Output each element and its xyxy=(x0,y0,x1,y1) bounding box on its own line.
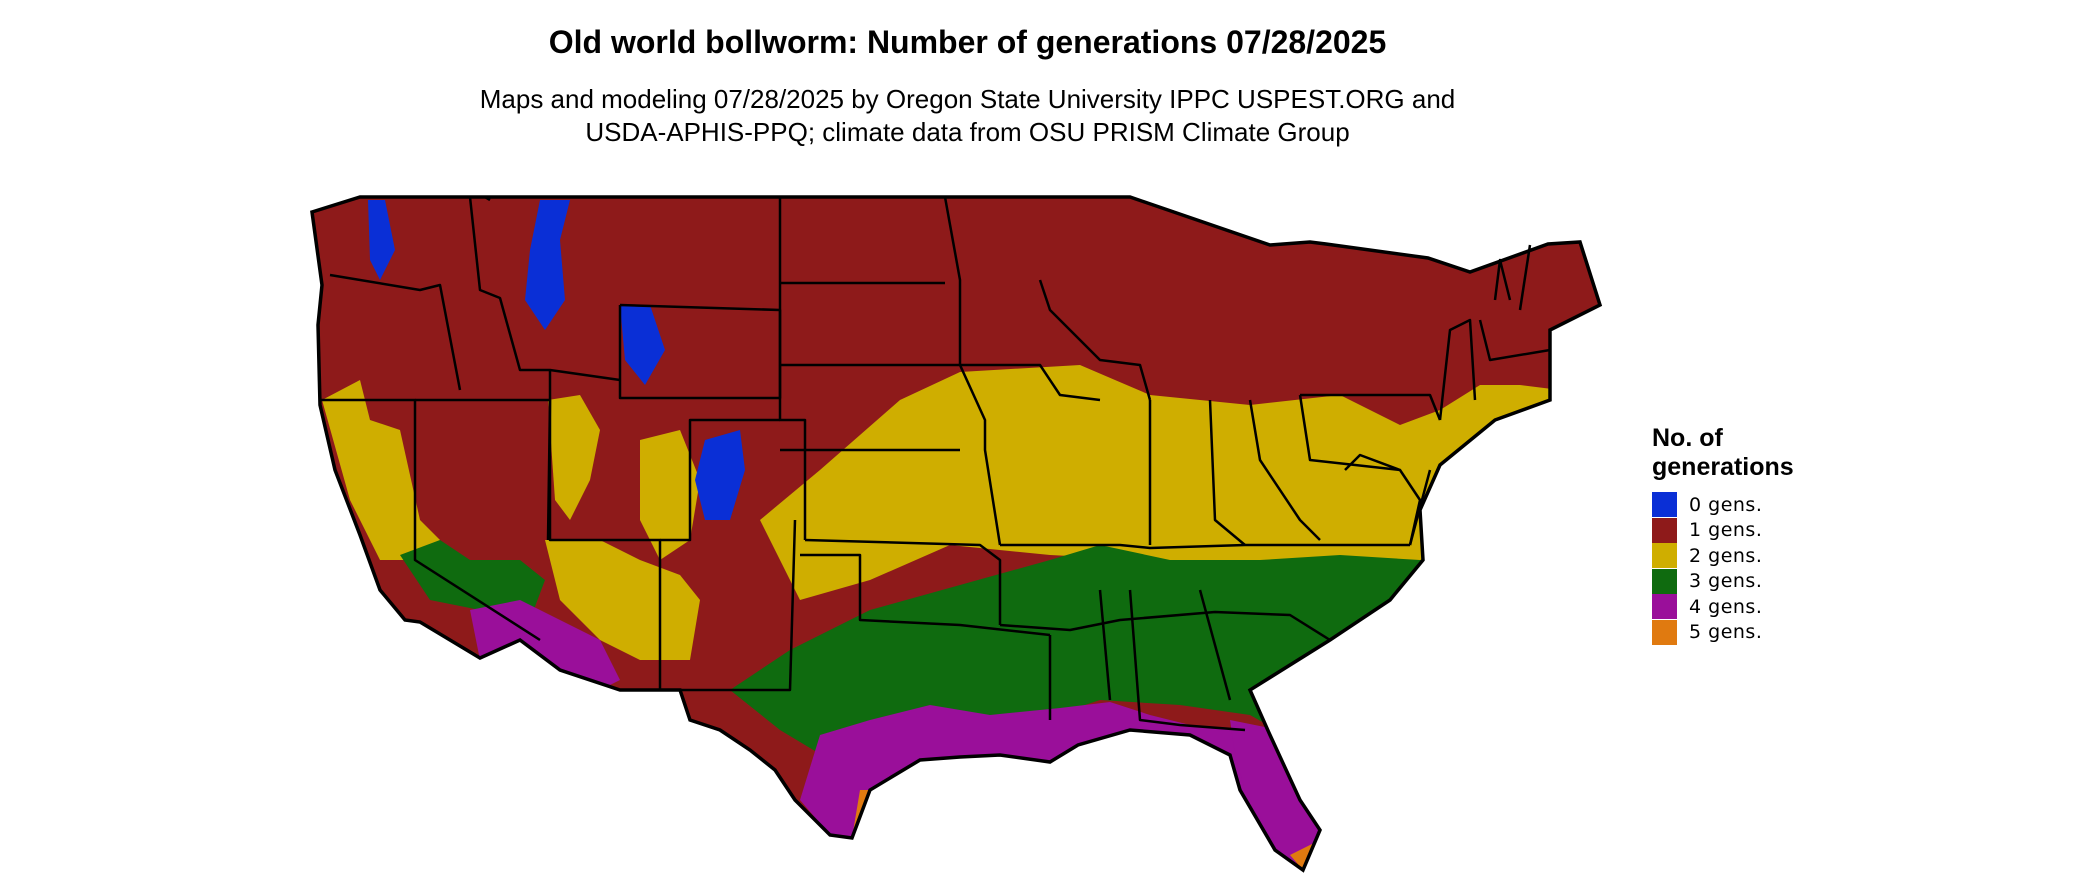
state-boundaries xyxy=(320,195,1551,732)
subtitle-line-2: USDA-APHIS-PPQ; climate data from OSU PR… xyxy=(585,117,1350,147)
subtitle-line-1: Maps and modeling 07/28/2025 by Oregon S… xyxy=(479,84,1456,114)
legend-swatch xyxy=(1652,517,1677,543)
map-title: Old world bollworm: Number of generation… xyxy=(548,24,1387,60)
legend-title: No. of generations xyxy=(1652,424,1794,481)
zone-0-gens-cascades xyxy=(368,200,395,280)
legend-label: 5 gens. xyxy=(1689,621,1763,644)
legend-item: 4 gens. xyxy=(1652,594,1852,620)
map-subtitle: Maps and modeling 07/28/2025 by Oregon S… xyxy=(0,83,1935,149)
legend: No. of generations 0 gens. 1 gens. 2 gens.… xyxy=(1652,424,1852,645)
us-generations-map xyxy=(310,195,1602,872)
legend-item: 2 gens. xyxy=(1652,543,1852,569)
zone-2-gens-west xyxy=(322,380,440,560)
zone-0-gens-wyoming xyxy=(620,305,665,385)
legend-label: 0 gens. xyxy=(1689,493,1763,516)
legend-swatch xyxy=(1652,568,1677,594)
legend-label: 2 gens. xyxy=(1689,544,1763,567)
zone-4-gens-florida xyxy=(1230,720,1320,868)
legend-item: 3 gens. xyxy=(1652,568,1852,595)
zone-2-gens-utah xyxy=(640,430,700,560)
zone-4-gens-gulf xyxy=(800,702,1300,870)
legend-items: 0 gens. 1 gens. 2 gens. 3 gens. 4 gens. 5 gen… xyxy=(1652,492,1852,645)
legend-item: 0 gens. xyxy=(1652,492,1852,518)
zone-4-gens-desert xyxy=(470,600,620,690)
zone-2-gens xyxy=(760,365,1570,600)
zone-0-gens-colorado xyxy=(695,430,745,520)
legend-item: 5 gens. xyxy=(1652,619,1852,646)
legend-swatch xyxy=(1652,492,1677,518)
legend-item: 1 gens. xyxy=(1652,517,1852,544)
legend-label: 4 gens. xyxy=(1689,595,1763,618)
legend-swatch xyxy=(1652,594,1677,620)
legend-label: 1 gens. xyxy=(1689,519,1763,542)
zone-3-gens-california xyxy=(400,540,545,620)
generation-zones xyxy=(312,197,1600,870)
zone-0-gens-idaho xyxy=(525,200,570,330)
legend-label: 3 gens. xyxy=(1689,570,1763,593)
zone-2-gens-great-basin xyxy=(548,395,600,520)
legend-swatch xyxy=(1652,543,1677,569)
legend-swatch xyxy=(1652,619,1677,645)
